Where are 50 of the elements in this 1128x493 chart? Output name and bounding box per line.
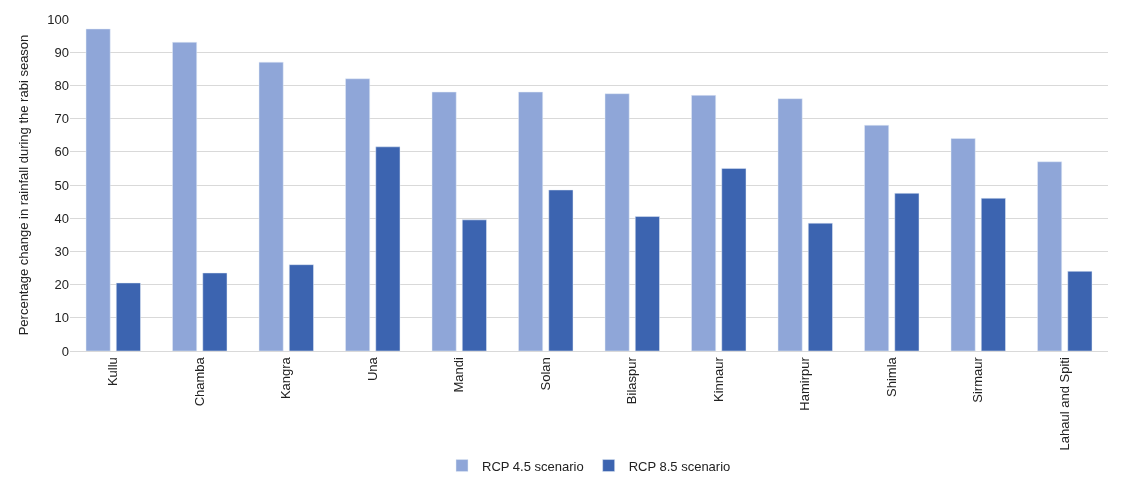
y-tick-label: 50	[54, 177, 69, 193]
x-tick-label: Kinnaur	[710, 356, 726, 403]
bar	[202, 272, 228, 351]
x-tick-label: Shimla	[883, 356, 899, 397]
bar	[375, 146, 401, 351]
bar	[85, 28, 111, 351]
y-tick-label: 80	[54, 77, 69, 93]
bar	[172, 41, 197, 351]
bar	[604, 93, 630, 351]
y-tick-label: 90	[54, 44, 69, 60]
x-tick-label: Bilaspur	[624, 356, 640, 405]
x-tick-label: Chamba	[191, 356, 207, 407]
y-tick-label: 60	[54, 144, 69, 160]
x-tick-label: Hamirpur	[797, 356, 813, 411]
bar	[721, 168, 747, 351]
bar	[1037, 161, 1062, 351]
y-tick-label: 30	[54, 243, 69, 259]
legend-label: RCP 8.5 scenario	[628, 458, 731, 474]
x-tick-label: Una	[364, 356, 380, 382]
y-tick-label: 0	[61, 343, 69, 359]
x-tick-label: Lahaul and Spiti	[1056, 357, 1072, 451]
y-tick-label: 10	[54, 310, 69, 326]
x-tick-label: Kullu	[105, 357, 121, 387]
y-tick-label: 20	[54, 277, 69, 293]
bar	[691, 95, 716, 351]
legend-label: RCP 4.5 scenario	[482, 458, 584, 474]
bar	[518, 91, 543, 351]
x-tick-label: Kangra	[278, 356, 294, 400]
bar	[981, 198, 1006, 351]
bar	[635, 216, 660, 351]
y-tick-label: 40	[54, 210, 69, 226]
bar	[1067, 271, 1093, 351]
bar	[258, 61, 284, 351]
bar	[431, 91, 457, 351]
y-tick-label: 70	[54, 111, 69, 127]
bar	[950, 138, 976, 351]
bar	[345, 78, 370, 351]
bar	[894, 193, 920, 351]
bar	[864, 124, 889, 351]
y-tick-label: 100	[47, 11, 69, 27]
bar	[808, 222, 833, 351]
y-axis-title: Percentage change in rainfall during the rabi season	[16, 34, 32, 336]
bar	[116, 282, 141, 351]
bar	[289, 264, 314, 351]
x-tick-label: Solan	[537, 357, 553, 391]
x-tick-label: Sirmaur	[970, 356, 986, 403]
bar	[777, 98, 803, 351]
bar	[462, 219, 487, 351]
x-tick-label: Mandi	[451, 357, 467, 393]
bar	[548, 189, 574, 351]
